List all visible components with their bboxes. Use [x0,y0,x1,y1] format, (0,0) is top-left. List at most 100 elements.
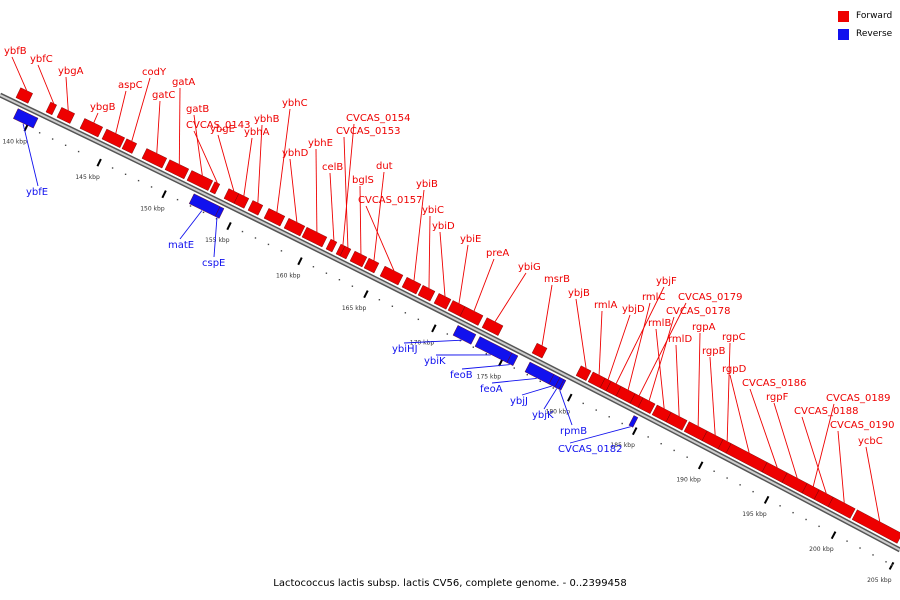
gene-label-forward[interactable]: rmlA [594,300,617,311]
gene-forward[interactable] [79,118,104,138]
gene-label-forward[interactable]: celB [322,162,343,173]
gene-forward[interactable] [247,200,264,216]
gene-forward[interactable] [637,397,656,414]
gene-label-forward[interactable]: ybjD [622,304,645,315]
gene-label-forward[interactable]: CVCAS_0186 [742,378,806,389]
gene-label-forward[interactable]: gatA [172,77,195,88]
gene-label-forward[interactable]: CVCAS_0179 [678,292,742,303]
gene-label-forward[interactable]: ybgE [210,124,235,135]
gene-label-forward[interactable]: aspC [118,80,143,91]
gene-label-forward[interactable]: ybiB [416,179,438,190]
gene-label-forward[interactable]: bglS [352,175,374,186]
label-leader [627,302,651,391]
gene-label-forward[interactable]: CVCAS_0178 [666,306,730,317]
gene-label-forward[interactable]: gatC [152,90,175,101]
gene-reverse[interactable] [452,325,477,345]
gene-forward[interactable] [481,317,504,336]
gene-label-forward[interactable]: rmlB [648,318,671,329]
gene-forward[interactable] [575,365,592,381]
gene-label-forward[interactable]: gatB [186,104,209,115]
gene-label-forward[interactable]: ybiG [518,262,541,273]
gene-reverse[interactable] [214,206,225,219]
gene-label-forward[interactable]: rgpF [766,392,789,403]
gene-label-forward[interactable]: ybiD [432,221,455,232]
gene-label-forward[interactable]: ybhE [308,138,333,149]
gene-label-forward[interactable]: rmlC [642,292,665,303]
gene-label-forward[interactable]: ybgB [90,102,116,113]
gene-reverse[interactable] [628,415,639,428]
gene-label-forward[interactable]: CVCAS_0189 [826,393,890,404]
gene-label-forward[interactable]: ybgA [58,66,84,77]
gene-label-reverse[interactable]: ybjJ [510,396,528,407]
gene-forward[interactable] [15,87,33,104]
gene-forward[interactable] [665,411,688,431]
tick-label: 175 kbp [477,373,502,380]
gene-forward[interactable] [121,138,138,154]
gene-label-forward[interactable]: ybjF [656,276,677,287]
gene-label-forward[interactable]: rmlD [668,334,692,345]
gene-forward[interactable] [186,170,214,191]
gene-label-forward[interactable]: ybjB [568,288,590,299]
gene-label-forward[interactable]: CVCAS_0188 [794,406,858,417]
gene-label-forward[interactable]: CVCAS_0143 [186,120,250,131]
gene-label-forward[interactable]: ybfB [4,46,27,57]
gene-label-forward[interactable]: preA [486,248,509,259]
gene-label-reverse[interactable]: CVCAS_0182 [558,444,622,455]
gene-label-reverse[interactable]: ybfE [26,187,48,198]
gene-forward[interactable] [233,193,250,209]
gene-forward[interactable] [433,293,452,310]
gene-label-forward[interactable]: ybiE [460,234,481,245]
gene-label-reverse[interactable]: ybiHJ [392,344,418,355]
minor-tick [526,373,528,376]
gene-forward[interactable] [363,257,380,274]
gene-forward[interactable] [101,128,126,148]
gene-label-forward[interactable]: rgpD [722,364,747,375]
gene-forward[interactable] [531,342,548,359]
gene-label-reverse[interactable]: ybjK [532,410,554,421]
gene-forward[interactable] [325,238,338,253]
gene-label-forward[interactable]: rgpA [692,322,716,333]
gene-reverse[interactable] [558,379,567,391]
gene-forward[interactable] [401,276,422,295]
gene-label-forward[interactable]: rgpB [702,346,726,357]
gene-forward[interactable] [459,306,484,326]
gene-label-forward[interactable]: CVCAS_0190 [830,420,894,431]
gene-label-forward[interactable]: CVCAS_0153 [336,126,400,137]
gene-label-reverse[interactable]: ybiK [424,356,446,367]
gene-label-forward[interactable]: ybiC [422,205,444,216]
gene-forward[interactable] [417,285,436,302]
gene-forward[interactable] [141,148,168,169]
gene-label-forward[interactable]: dut [376,161,393,172]
gene-forward[interactable] [827,496,856,519]
gene-forward[interactable] [301,226,328,248]
gene-label-forward[interactable]: ybfC [30,54,53,65]
gene-forward[interactable] [56,107,75,124]
gene-reverse[interactable] [13,108,39,129]
gene-label-forward[interactable]: CVCAS_0154 [346,113,410,124]
gene-forward[interactable] [164,159,190,180]
gene-forward[interactable] [379,265,404,286]
gene-label-forward[interactable]: ybhC [282,98,308,109]
gene-label-forward[interactable]: msrB [544,274,570,285]
label-leader [156,100,161,154]
gene-forward[interactable] [339,245,352,260]
minor-tick [859,547,861,549]
gene-label-reverse[interactable]: cspE [202,258,225,269]
gene-forward[interactable] [349,250,368,268]
gene-label-forward[interactable]: ybhD [282,148,309,159]
gene-forward[interactable] [283,217,306,237]
gene-label-forward[interactable]: rgpC [722,332,746,343]
gene-label-forward[interactable]: ybhA [244,127,270,138]
gene-label-reverse[interactable]: feoB [450,370,473,381]
gene-label-reverse[interactable]: feoA [480,384,503,395]
gene-label-reverse[interactable]: rpmB [560,426,587,437]
gene-label-reverse[interactable]: matE [168,240,194,251]
gene-label-forward[interactable]: CVCAS_0157 [358,195,422,206]
gene-label-forward[interactable]: codY [142,67,167,78]
gene-forward[interactable] [851,509,900,544]
gene-forward[interactable] [263,208,286,227]
gene-forward[interactable] [45,101,57,116]
gene-reverse[interactable] [506,352,519,366]
gene-label-forward[interactable]: ycbC [858,436,883,447]
gene-label-forward[interactable]: ybhB [254,114,280,125]
